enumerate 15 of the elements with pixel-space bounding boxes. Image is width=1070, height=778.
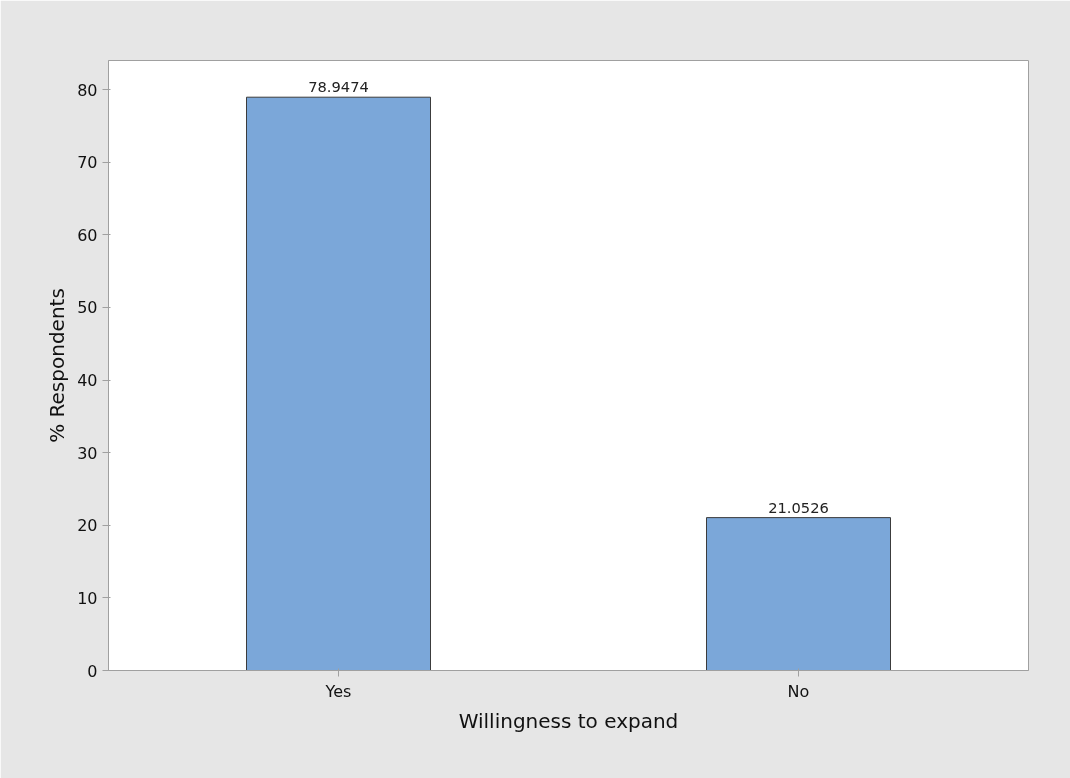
y-tick-label: 70 [77,153,98,173]
data-label: 78.9474 [308,78,369,96]
y-tick-label: 50 [77,298,98,318]
y-tick-label: 40 [77,371,98,391]
y-tick-label: 0 [87,661,98,681]
y-tick-label: 20 [77,516,98,536]
y-tick-label: 60 [77,225,98,245]
y-tick-label: 30 [77,443,98,463]
y-axis-title: % Respondents [45,288,70,443]
x-axis-title: Willingness to expand [458,708,679,733]
x-tick-label: Yes [324,681,352,701]
y-tick-label: 80 [77,80,98,100]
x-tick-label: No [787,681,810,701]
data-label: 21.0526 [768,498,829,516]
y-tick-label: 10 [77,588,98,608]
